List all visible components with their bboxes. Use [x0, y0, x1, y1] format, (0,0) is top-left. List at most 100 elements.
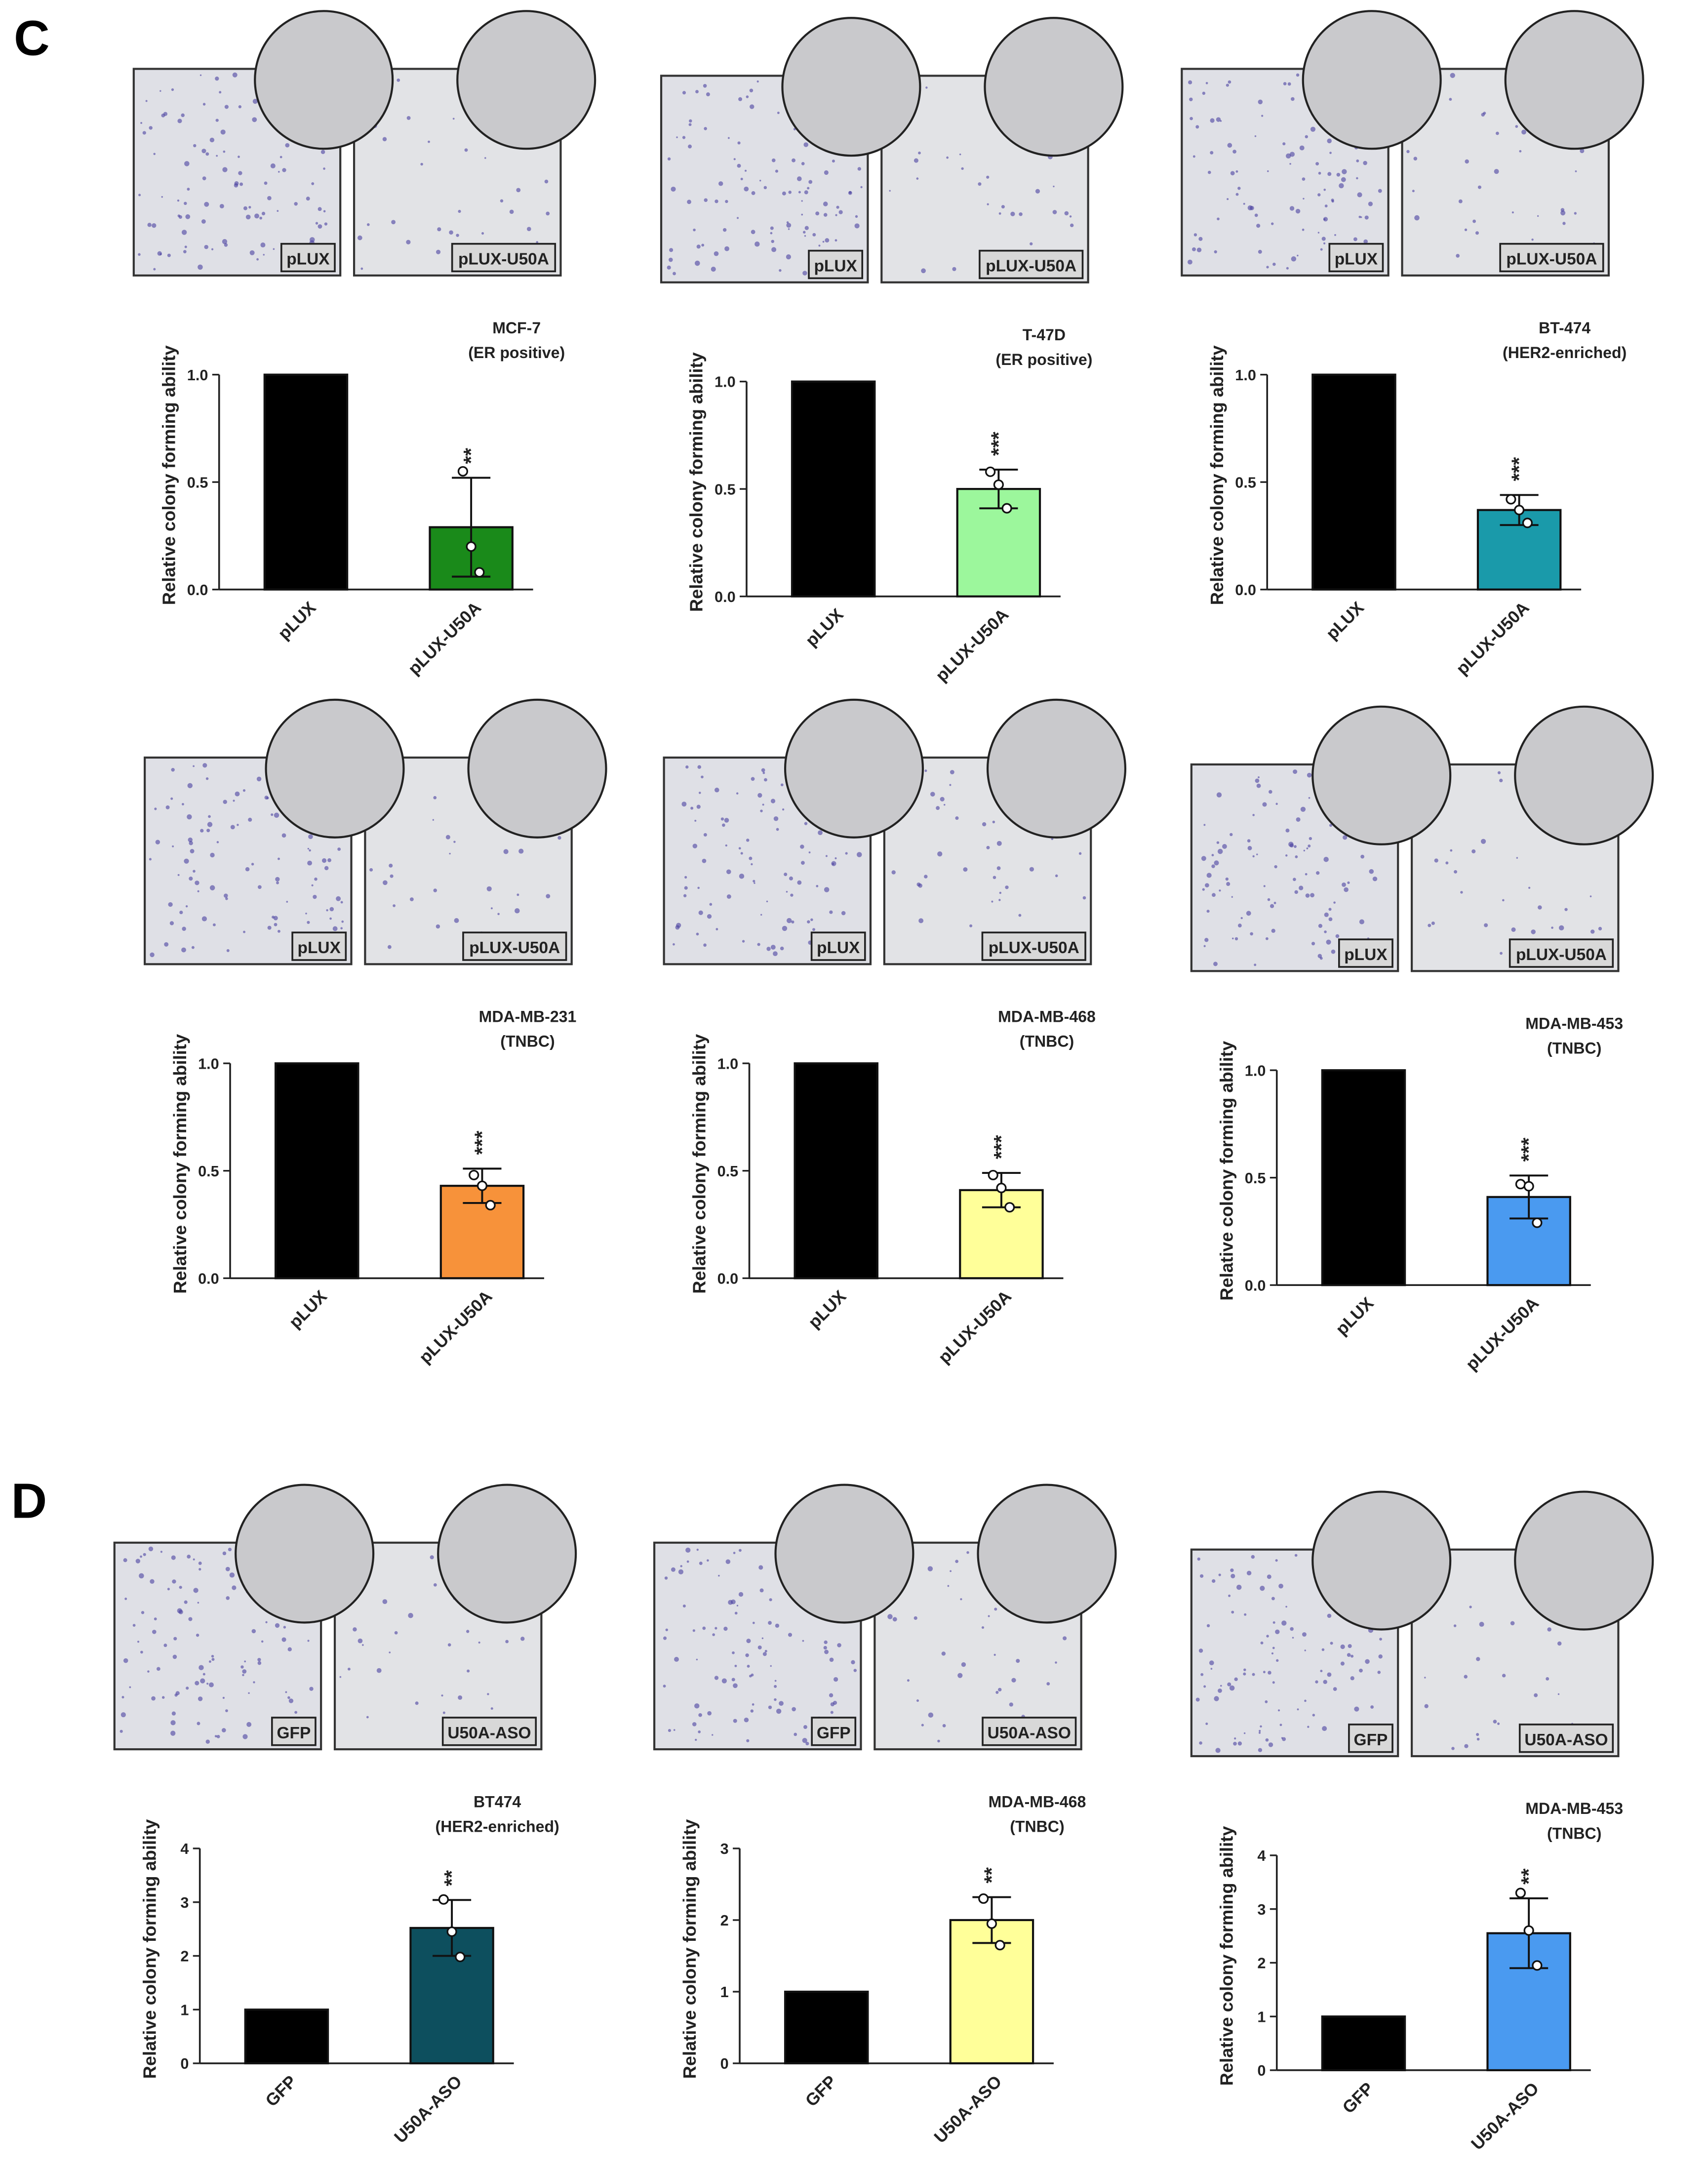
colony [1227, 1682, 1231, 1686]
colony [408, 1612, 413, 1618]
colony [198, 1562, 202, 1565]
colony [275, 877, 280, 882]
colony [275, 1623, 280, 1628]
colony [161, 196, 163, 198]
colony [147, 223, 152, 227]
colony [796, 176, 802, 181]
colony [757, 1645, 762, 1649]
bar [791, 380, 876, 598]
label-box [979, 249, 1084, 280]
colony [986, 175, 990, 179]
colony [171, 88, 174, 91]
colony [157, 1667, 160, 1671]
colony [520, 1637, 525, 1641]
colony [718, 181, 723, 186]
colony [1315, 1680, 1318, 1684]
colony [1260, 1725, 1262, 1728]
colony [242, 1669, 247, 1674]
colony [252, 117, 257, 122]
colony [478, 1641, 480, 1644]
colony [774, 1698, 777, 1701]
colony [1035, 189, 1040, 194]
colony [664, 1576, 668, 1580]
colony [804, 235, 806, 237]
colony [428, 140, 430, 143]
colony [770, 945, 776, 950]
colony [1500, 952, 1503, 955]
colony [1483, 112, 1486, 115]
colony [731, 1599, 736, 1605]
colony [152, 223, 157, 228]
y-tick-label: 0.0 [198, 1270, 219, 1287]
image-label: pLUX-U50A [989, 939, 1079, 957]
colony [816, 884, 819, 887]
panel-letter: D [11, 1474, 47, 1529]
replicate-point [455, 1952, 466, 1963]
colony [855, 215, 858, 218]
colony [1212, 893, 1216, 897]
colony [1282, 1737, 1286, 1741]
colony [916, 177, 919, 180]
colony [1323, 188, 1326, 191]
colony [151, 1696, 156, 1701]
colony [182, 803, 184, 805]
colony [689, 119, 692, 123]
colony [703, 943, 707, 947]
colony [260, 242, 266, 248]
colony [164, 942, 169, 947]
panel: pLUX pLUX-U50A 0.0 0.5 1.0 Relative colony fo… [1181, 10, 1644, 679]
colony [278, 929, 280, 933]
colony [1424, 1704, 1429, 1708]
colony [1511, 927, 1516, 932]
y-tick-label: 0.5 [715, 481, 736, 498]
colony [1343, 835, 1348, 840]
y-axis-label: Relative colony forming ability [679, 1819, 700, 2079]
colony [288, 1698, 294, 1703]
colony [823, 1646, 827, 1650]
colony [184, 245, 187, 248]
y-tick-label: 3 [720, 1841, 729, 1857]
colony [751, 191, 755, 195]
colony [135, 1559, 141, 1564]
colony [804, 822, 808, 825]
colony [961, 1662, 966, 1667]
colony [202, 176, 206, 181]
colony [1358, 215, 1361, 218]
colony [1227, 198, 1229, 201]
colony [1302, 1632, 1307, 1637]
colony [1484, 923, 1488, 927]
colony [1230, 1568, 1234, 1572]
colony [170, 797, 173, 800]
colony [223, 150, 226, 153]
colony [709, 903, 713, 906]
colony [998, 212, 1001, 215]
x-tick-label: GFP [1339, 2079, 1377, 2117]
colony [1368, 201, 1373, 206]
image-label: pLUX [814, 257, 857, 275]
colony [409, 897, 414, 901]
colony [683, 894, 687, 897]
colony [1271, 1597, 1275, 1601]
well-image [113, 1541, 322, 1751]
image-label: pLUX-U50A [1506, 250, 1597, 269]
colony [936, 806, 940, 810]
significance: ** [1517, 1868, 1540, 1885]
colony [1465, 159, 1469, 164]
colony [256, 776, 262, 782]
colony [287, 1696, 290, 1699]
colony [699, 1562, 703, 1566]
colony [921, 1724, 924, 1726]
colony [745, 1653, 749, 1657]
colony [1209, 1660, 1214, 1665]
colony [693, 228, 696, 232]
colony [210, 852, 215, 858]
colony [490, 1707, 493, 1710]
colony [927, 1566, 933, 1571]
colony [671, 1567, 675, 1572]
colony [714, 1676, 719, 1680]
colony [724, 246, 729, 251]
colony [740, 177, 743, 181]
colony [307, 860, 313, 866]
colony [527, 227, 531, 232]
